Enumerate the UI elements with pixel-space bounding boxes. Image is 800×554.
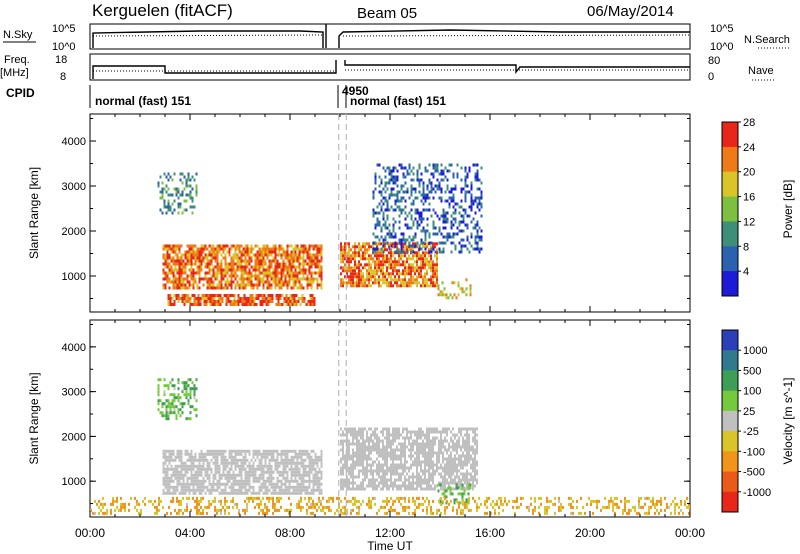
velocity-y-tick-label: 1000 (62, 476, 86, 488)
cbar-power-swatch (722, 221, 738, 247)
cbar-power-swatch (722, 196, 738, 222)
power-y-tick-label: 4000 (62, 136, 86, 148)
x-axis-label: Time UT (367, 539, 413, 553)
velocity-region-3 (157, 378, 198, 421)
nave-tick-top: 80 (708, 55, 720, 67)
cbar-power-label: Power [dB] (781, 180, 795, 239)
power-region-5 (372, 163, 483, 254)
nsky-tick-top: 10^5 (52, 23, 76, 35)
cbar-power-tick-label: 8 (743, 241, 749, 253)
velocity-y-tick-label: 3000 (62, 387, 86, 399)
velocity-colorbar: 1000 500 100 25 -25 -100 -500 -1000 Velocity [m … (721, 329, 795, 513)
nsky-panel (89, 23, 691, 50)
power-data-cells (157, 163, 483, 306)
cbar-power-swatch (722, 122, 738, 148)
x-tick-label: 04:00 (175, 526, 205, 540)
cbar-power-tick-label: 28 (743, 117, 755, 129)
nsearch-tick-bottom: 10^0 (710, 41, 734, 53)
power-colorbar: 4 8 12 16 20 24 28 Power [dB] (721, 117, 795, 297)
nave-trace (93, 69, 690, 72)
cpid-mid-text: 4950 (342, 84, 369, 98)
cbar-power-swatch (722, 171, 738, 198)
x-tick-label: 20:00 (575, 526, 605, 540)
cpid-right-text: normal (fast) 151 (350, 94, 446, 108)
date-title: 06/May/2014 (587, 3, 674, 20)
cbar-velocity-swatch (722, 451, 738, 472)
cbar-velocity-tick-label: -25 (743, 426, 759, 438)
x-tick-label: 16:00 (475, 526, 505, 540)
cbar-power-tick-label: 4 (743, 266, 749, 278)
cbar-velocity-tick-label: -100 (743, 446, 765, 458)
cbar-velocity-label: Velocity [m s^-1] (781, 378, 795, 465)
velocity-panel: 1000 2000 3000 4000 Slant Range [km] (27, 319, 691, 518)
cbar-velocity-swatch (722, 370, 738, 392)
power-region-4 (157, 172, 198, 215)
nsearch-trace (92, 34, 691, 37)
freq-unit: [MHz] (0, 67, 29, 79)
x-tick-label: 00:00 (675, 526, 705, 540)
cbar-power-swatch (722, 271, 738, 297)
cbar-velocity-swatch (722, 350, 738, 371)
cbar-velocity-swatch (722, 390, 738, 412)
cbar-velocity-tick-label: -500 (743, 467, 765, 479)
cbar-power-tick-label: 16 (743, 192, 755, 204)
station-title: Kerguelen (fitACF) (92, 1, 233, 20)
nave-tick-bottom: 0 (708, 71, 714, 83)
velocity-y-tick-label: 4000 (62, 342, 86, 354)
cbar-velocity-tick-label: 100 (743, 386, 761, 398)
power-panel: 1000 2000 3000 4000 Slant Range [km] (27, 113, 691, 313)
power-y-tick-label: 3000 (62, 181, 86, 193)
cbar-power-tick-label: 24 (743, 142, 755, 154)
cbar-velocity-swatch (722, 431, 738, 452)
freq-label: Freq. (4, 54, 30, 66)
velocity-y-axis-label: Slant Range [km] (27, 372, 41, 464)
velocity-region-1 (340, 427, 478, 491)
cpid-label: CPID (6, 86, 35, 100)
power-region-3 (437, 278, 472, 300)
cbar-velocity-tick-label: -1000 (743, 487, 771, 499)
velocity-y-tick-label: 2000 (62, 431, 86, 443)
power-y-tick-label: 2000 (62, 226, 86, 238)
nsky-tick-bottom: 10^0 (52, 41, 76, 53)
cbar-velocity-swatch (722, 471, 738, 493)
velocity-data-cells (90, 378, 690, 515)
x-tick-label: 00:00 (75, 526, 105, 540)
cbar-power-swatch (722, 146, 738, 173)
velocity-region-0 (162, 449, 323, 495)
x-tick-labels: 00:00 04:00 08:00 12:00 16:00 20:00 00:00 (75, 526, 705, 540)
velocity-region-4 (90, 496, 690, 515)
cbar-velocity-tick-label: 25 (743, 406, 755, 418)
nsearch-label: N.Search (744, 34, 790, 46)
beam-title: Beam 05 (357, 5, 417, 22)
cpid-left-text: normal (fast) 151 (95, 94, 191, 108)
freq-tick-top: 18 (55, 54, 67, 66)
power-region-0 (162, 244, 323, 290)
nave-label: Nave (748, 65, 774, 77)
cbar-velocity-tick-label: 1000 (743, 345, 767, 357)
power-region-1 (340, 242, 438, 288)
power-region-2 (167, 294, 316, 306)
x-tick-label: 08:00 (275, 526, 305, 540)
cbar-velocity-swatch (722, 491, 738, 513)
freq-tick-bottom: 8 (60, 71, 66, 83)
power-y-tick-label: 1000 (62, 271, 86, 283)
power-y-axis-label: Slant Range [km] (27, 167, 41, 259)
cbar-power-tick-label: 12 (743, 216, 755, 228)
x-tick-label: 12:00 (375, 526, 405, 540)
cbar-power-swatch (722, 246, 738, 272)
cbar-velocity-swatch (722, 410, 738, 432)
nsearch-tick-top: 10^5 (710, 23, 734, 35)
cbar-velocity-tick-label: 500 (743, 365, 761, 377)
cbar-power-tick-label: 20 (743, 167, 755, 179)
freq-trace (92, 60, 690, 79)
nsky-label: N.Sky (3, 29, 33, 41)
cbar-velocity-swatch (722, 330, 738, 351)
